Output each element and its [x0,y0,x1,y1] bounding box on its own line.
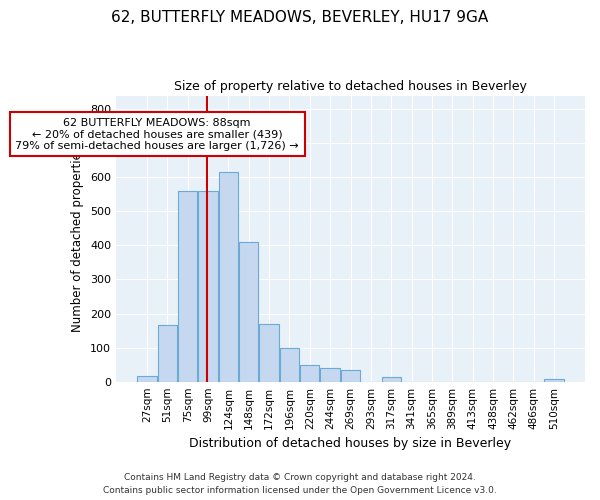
X-axis label: Distribution of detached houses by size in Beverley: Distribution of detached houses by size … [190,437,512,450]
Bar [382,378,401,382]
Bar [280,348,299,382]
Bar [320,368,340,382]
Bar [239,242,259,382]
Text: 62, BUTTERFLY MEADOWS, BEVERLEY, HU17 9GA: 62, BUTTERFLY MEADOWS, BEVERLEY, HU17 9G… [112,10,488,25]
Text: Contains HM Land Registry data © Crown copyright and database right 2024.
Contai: Contains HM Land Registry data © Crown c… [103,474,497,495]
Bar [544,379,563,382]
Bar [178,191,197,382]
Y-axis label: Number of detached properties: Number of detached properties [71,146,85,332]
Bar [259,324,279,382]
Bar [300,364,319,382]
Text: 62 BUTTERFLY MEADOWS: 88sqm
← 20% of detached houses are smaller (439)
79% of se: 62 BUTTERFLY MEADOWS: 88sqm ← 20% of det… [16,118,299,151]
Bar [158,326,177,382]
Title: Size of property relative to detached houses in Beverley: Size of property relative to detached ho… [174,80,527,93]
Bar [219,172,238,382]
Bar [341,370,360,382]
Bar [137,376,157,382]
Bar [199,191,218,382]
